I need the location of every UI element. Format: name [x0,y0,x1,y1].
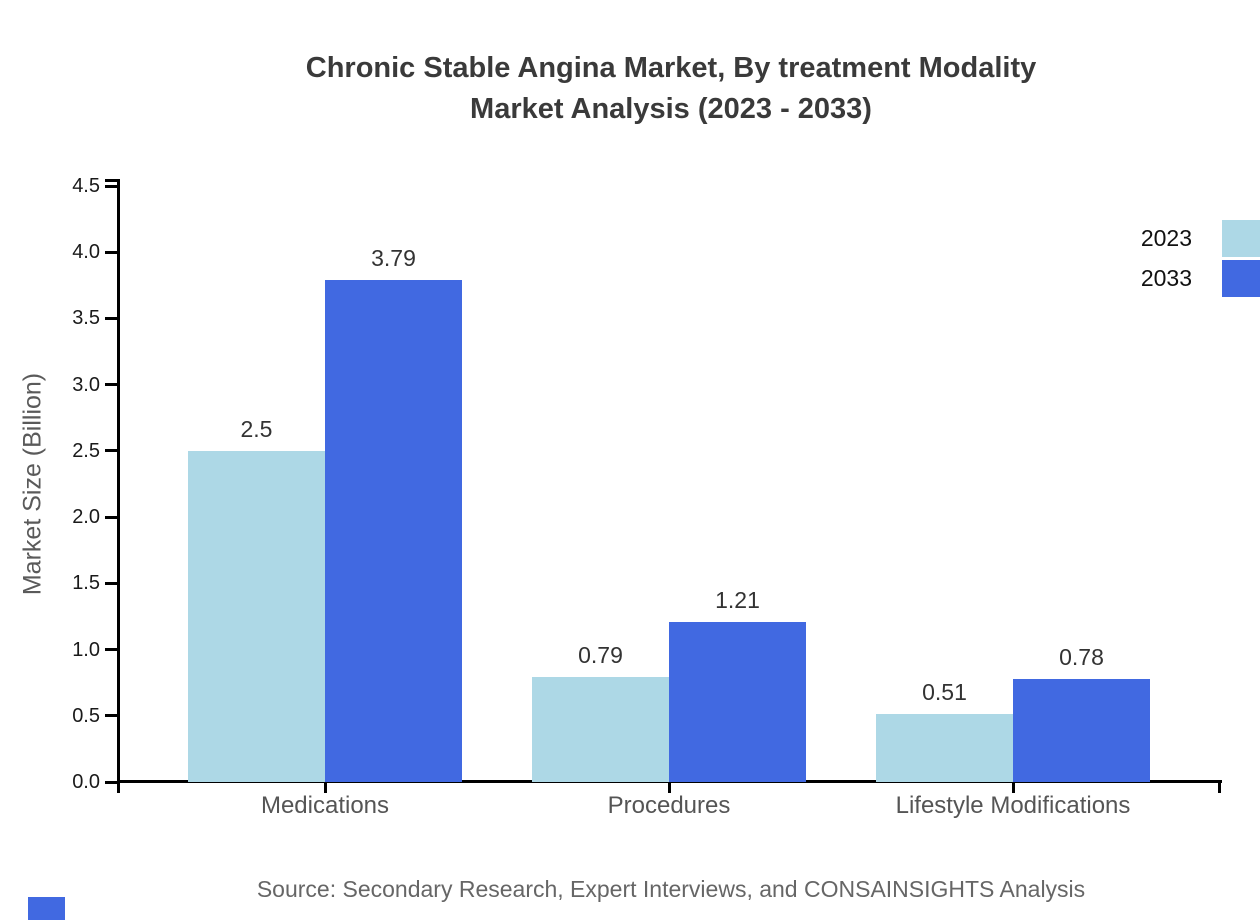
watermark-fragment [28,897,65,920]
x-axis-tick [667,783,671,793]
y-axis-tick [105,316,117,320]
bar-value-label: 3.79 [371,245,416,272]
y-axis-tick [105,648,117,652]
category-label: Lifestyle Modifications [895,792,1131,819]
chart-title: Chronic Stable Angina Market, By treatme… [119,48,1223,130]
bar-2033-1 [669,621,806,782]
y-axis-tick-label: 2.0 [72,506,100,529]
legend-item: 2033 [1100,260,1260,297]
legend-swatch [1222,260,1260,297]
bar-2023-2 [876,714,1013,782]
legend-label: 2023 [1140,225,1192,251]
bar-2033-2 [1013,678,1150,782]
y-axis-tick [105,250,117,254]
y-axis-tick-label: 4.0 [72,241,100,264]
chart-title-line2: Market Analysis (2023 - 2033) [470,93,872,125]
y-axis-tick-label: 4.5 [72,175,100,197]
y-axis-tick-label: 1.0 [72,638,100,661]
source-note: Source: Secondary Research, Expert Inter… [256,876,1086,902]
legend-label: 2033 [1140,265,1192,291]
y-axis-tick-label: 3.0 [72,373,100,396]
y-axis-tick-label: 1.5 [72,572,100,595]
bar-2023-0 [188,450,325,782]
legend-swatch [1222,220,1260,257]
y-axis-tick [105,714,117,718]
y-axis-tick [105,184,117,188]
chart-title-line1: Chronic Stable Angina Market, By treatme… [305,52,1037,84]
y-axis-end-tick [105,179,117,182]
bar-value-label: 2.5 [240,415,273,442]
y-axis-tick [105,581,117,585]
y-axis-tick-label: 2.5 [72,439,100,462]
y-axis-tick-label: 0.0 [72,771,100,793]
y-axis-line [117,179,120,793]
y-axis-tick-label: 3.5 [72,307,100,330]
bar-value-label: 0.78 [1059,643,1104,670]
bar-value-label: 0.51 [922,679,967,706]
x-axis-tick [323,783,327,793]
category-label: Procedures [607,792,731,819]
category-label: Medications [260,792,390,819]
bar-2023-1 [532,677,669,782]
y-axis-tick-label: 0.5 [72,704,100,727]
y-axis-tick [105,780,117,784]
x-axis-end-tick [1218,783,1221,793]
bar-2033-0 [325,280,462,782]
y-axis-tick [105,449,117,453]
y-axis-tick [105,515,117,519]
y-axis-tick [105,383,117,387]
x-axis-tick [1011,783,1015,793]
legend-item: 2023 [1100,220,1260,257]
legend: 2023 2033 [1100,220,1260,300]
bar-value-label: 1.21 [715,586,760,613]
bar-value-label: 0.79 [578,642,623,669]
